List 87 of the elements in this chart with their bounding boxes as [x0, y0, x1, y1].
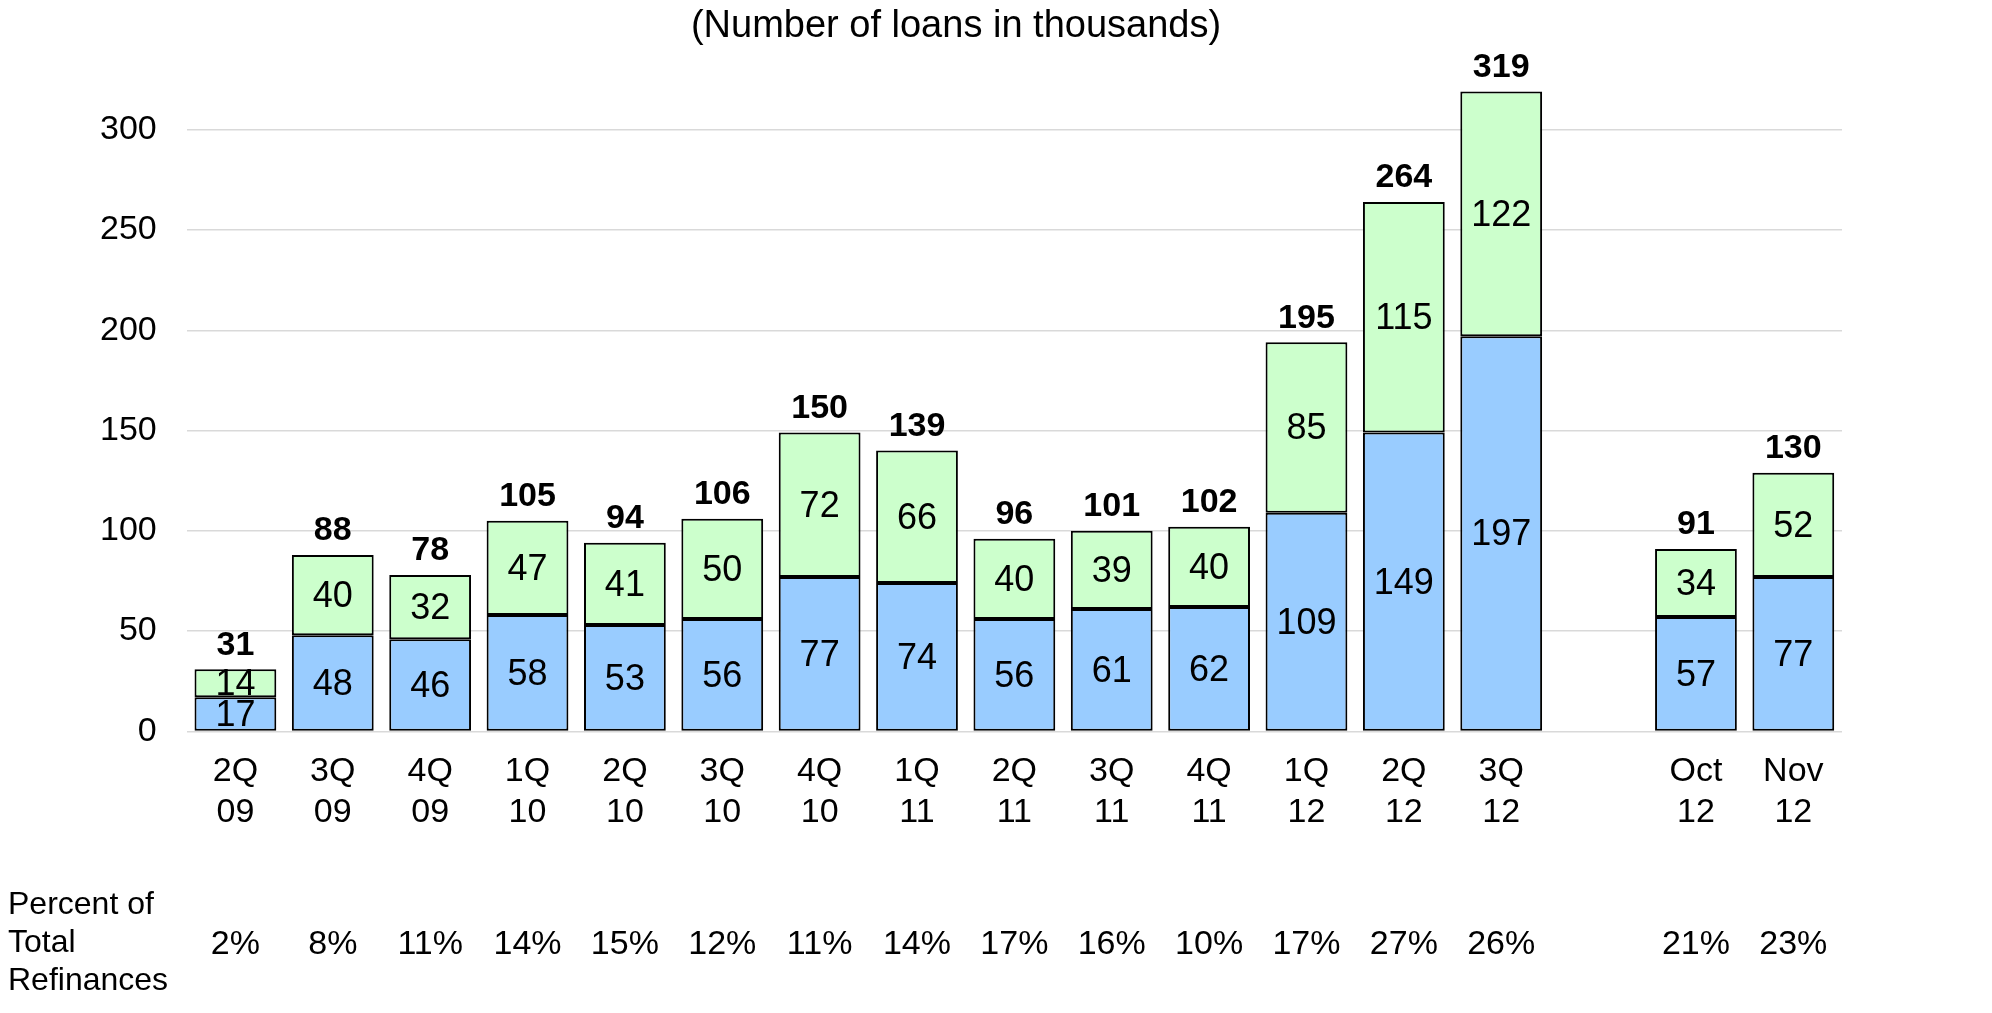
x-tick-label: 2Q 11 [991, 750, 1038, 829]
text: 17% [1272, 923, 1341, 962]
total-label: 78 [411, 529, 450, 568]
data-label: 62 [1189, 647, 1230, 689]
total-label: 130 [1764, 427, 1822, 466]
x-tick-label: 4Q 09 [407, 750, 453, 829]
data-label: 57 [1675, 652, 1716, 694]
data-label: 66 [896, 495, 938, 537]
text: 15% [590, 923, 659, 962]
x-tick-label: 3Q 12 [1478, 750, 1524, 829]
text: 8% [308, 923, 358, 962]
data-label: 53 [604, 656, 645, 698]
data-label: 77 [799, 632, 840, 674]
text: 23% [1759, 923, 1828, 962]
total-label: 102 [1180, 481, 1238, 520]
data-label: 109 [1276, 600, 1337, 642]
x-tick-label: 1Q 12 [1283, 750, 1330, 829]
y-tick-label: 0 [137, 709, 157, 748]
text: 21% [1661, 923, 1730, 962]
data-label: 34 [1675, 561, 1716, 603]
data-label: 50 [702, 547, 743, 589]
total-label: 139 [888, 404, 946, 443]
total-label: 96 [995, 493, 1034, 532]
total-label: 195 [1278, 296, 1335, 335]
total-label: 106 [693, 473, 751, 512]
text: 12% [688, 923, 757, 962]
total-label: 91 [1677, 503, 1715, 542]
total-label: 150 [791, 386, 848, 425]
x-tick-label: 4Q 11 [1186, 750, 1232, 829]
data-label: 56 [994, 653, 1035, 695]
text: 14% [882, 923, 952, 962]
total-label: 105 [499, 475, 556, 514]
x-tick-label: 2Q 12 [1381, 750, 1427, 829]
data-label: 40 [312, 573, 353, 615]
data-label: 122 [1471, 192, 1532, 234]
text: 27% [1369, 923, 1438, 962]
data-label: 40 [994, 557, 1035, 599]
data-label: 52 [1773, 503, 1814, 545]
total-label: 94 [605, 497, 644, 536]
y-tick-label: 300 [99, 108, 157, 147]
x-tick-label: Oct 12 [1669, 750, 1723, 829]
x-tick-label: 3Q 09 [310, 750, 356, 829]
data-label: 61 [1091, 648, 1132, 690]
data-label: 197 [1471, 512, 1532, 554]
total-label: 101 [1083, 485, 1141, 524]
data-label: 48 [312, 661, 353, 703]
data-label: 74 [896, 635, 938, 677]
total-label: 319 [1472, 45, 1530, 84]
text: 10% [1175, 923, 1244, 962]
y-tick-label: 150 [99, 408, 157, 447]
data-label: 77 [1773, 632, 1814, 674]
total-label: 264 [1375, 156, 1433, 195]
text: 11% [397, 923, 463, 962]
total-label: 88 [313, 509, 352, 548]
data-label: 40 [1189, 545, 1230, 587]
x-tick-label: 3Q 10 [699, 750, 745, 829]
data-label: 115 [1375, 296, 1433, 338]
x-tick-label: Nov 12 [1763, 750, 1824, 829]
y-tick-label: 50 [118, 609, 157, 648]
x-tick-label: 4Q 10 [796, 750, 843, 829]
data-label: 85 [1286, 406, 1327, 448]
total-label: 31 [216, 623, 255, 662]
data-label: 72 [799, 483, 840, 525]
y-tick-label: 100 [99, 509, 157, 548]
data-label: 47 [507, 546, 548, 588]
text: 26% [1467, 923, 1536, 962]
data-label: 149 [1373, 560, 1434, 602]
data-label: 56 [702, 653, 743, 695]
text: 11% [786, 923, 853, 962]
x-tick-label: 2Q 10 [602, 750, 648, 829]
y-tick-label: 250 [99, 208, 157, 247]
x-tick-label: 3Q 11 [1089, 750, 1135, 829]
data-label: 32 [410, 585, 451, 627]
data-label: 58 [507, 651, 548, 693]
data-label: 39 [1091, 548, 1132, 590]
chart-subtitle: (Number of loans in thousands) [690, 3, 1222, 46]
text: 14% [493, 923, 562, 962]
x-tick-label: 1Q 11 [894, 750, 940, 829]
x-tick-label: 2Q 09 [212, 750, 259, 829]
y-tick-label: 200 [99, 308, 157, 347]
text: Percent of Total Refinances [8, 884, 169, 997]
text: 17% [980, 923, 1049, 962]
x-tick-label: 1Q 10 [504, 750, 551, 829]
text: 2% [210, 923, 260, 962]
text: 16% [1077, 923, 1146, 962]
data-label: 46 [410, 663, 451, 705]
data-label: 41 [604, 562, 645, 604]
